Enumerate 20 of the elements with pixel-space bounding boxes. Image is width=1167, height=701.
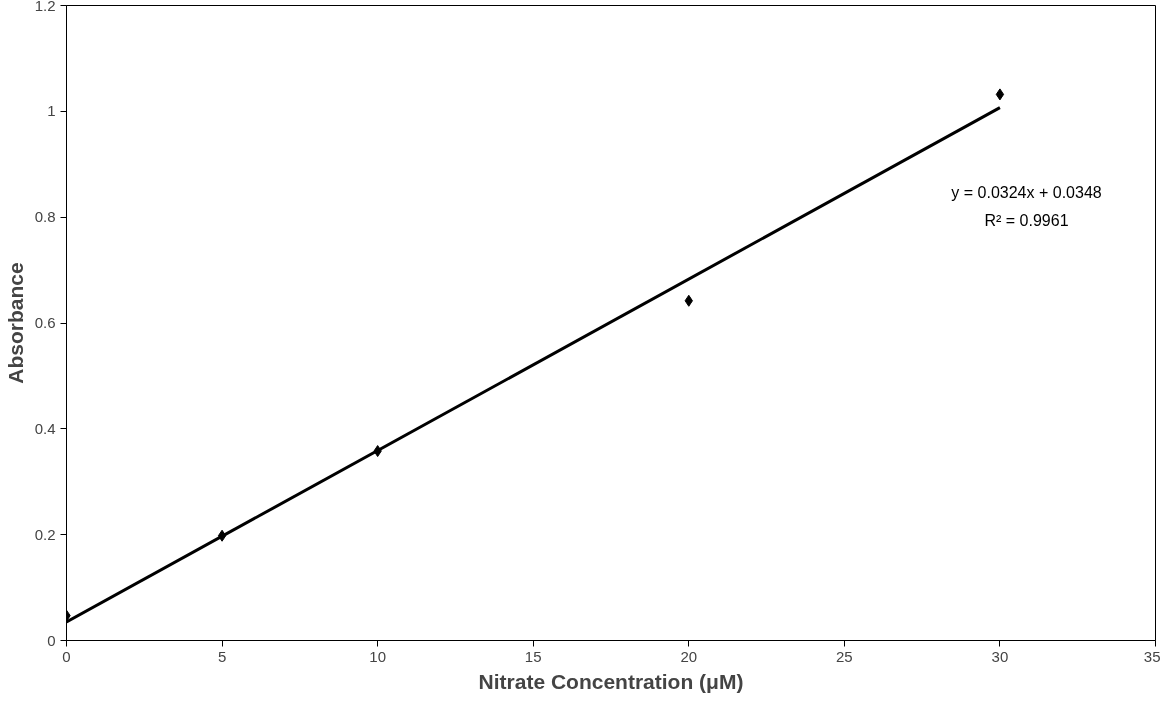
x-tick-label: 25 bbox=[836, 647, 853, 665]
y-tick-label: 1 bbox=[47, 102, 56, 120]
x-tick-label: 15 bbox=[524, 647, 542, 665]
y-tick-label: 1.2 bbox=[34, 0, 56, 14]
x-tick-label: 10 bbox=[369, 647, 386, 665]
y-tick-label: 0.4 bbox=[34, 419, 56, 437]
x-tick-label: 35 bbox=[1143, 647, 1161, 665]
point bbox=[995, 88, 1005, 101]
annotation: R² = 0.9961 bbox=[984, 211, 1069, 229]
y-tick-label: 0.6 bbox=[34, 314, 56, 331]
y-tick-label: 0.2 bbox=[34, 525, 56, 543]
x-tick-label: 5 bbox=[217, 647, 227, 665]
x-tick-label: 0 bbox=[62, 647, 71, 665]
y-tick-label: 0.8 bbox=[34, 208, 56, 226]
y-tick-label: 0 bbox=[47, 631, 56, 649]
annotation: y = 0.0324x + 0.0348 bbox=[951, 183, 1102, 201]
x-tick-label: 20 bbox=[680, 647, 698, 665]
x-tick-label: 30 bbox=[991, 647, 1009, 665]
y-axis-title: Absorbance bbox=[3, 262, 27, 384]
x-axis-title: Nitrate Concentration (μM) bbox=[478, 669, 744, 693]
